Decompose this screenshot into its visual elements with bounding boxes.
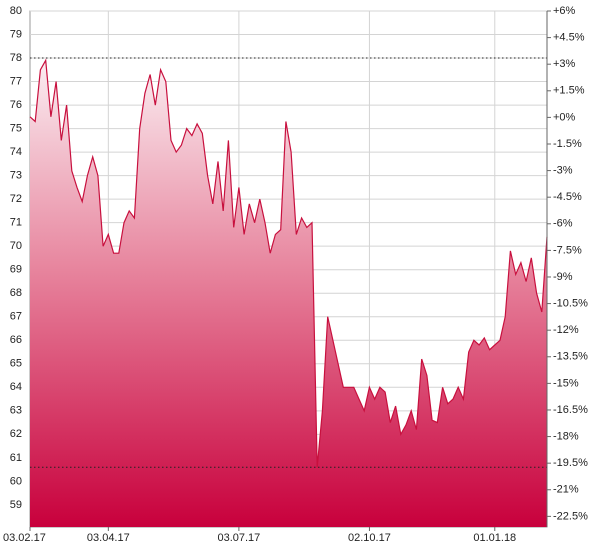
- y-tick-label: 72: [10, 193, 22, 205]
- y-tick-label: 66: [10, 334, 22, 346]
- x-tick-label: 02.10.17: [348, 532, 391, 544]
- y-tick-label: 71: [10, 217, 22, 229]
- y2-tick-label: +6%: [553, 5, 576, 17]
- y-tick-label: 70: [10, 240, 22, 252]
- y2-tick-label: -16.5%: [553, 404, 588, 416]
- y-tick-label: 76: [10, 99, 22, 111]
- y2-tick-label: -21%: [553, 484, 579, 496]
- y-tick-label: 61: [10, 452, 22, 464]
- y2-tick-label: -19.5%: [553, 457, 588, 469]
- y2-tick-label: -7.5%: [553, 244, 582, 256]
- x-tick-label: 03.02.17: [3, 532, 46, 544]
- y2-tick-label: -13.5%: [553, 351, 588, 363]
- y2-tick-label: +3%: [553, 58, 576, 70]
- y2-tick-label: -12%: [553, 324, 579, 336]
- y2-tick-label: +1.5%: [553, 85, 585, 97]
- y-tick-label: 78: [10, 52, 22, 64]
- y2-tick-label: -10.5%: [553, 297, 588, 309]
- y-tick-label: 68: [10, 287, 22, 299]
- y2-tick-label: -3%: [553, 164, 573, 176]
- y-tick-label: 65: [10, 358, 22, 370]
- y2-tick-label: -18%: [553, 430, 579, 442]
- y2-tick-label: +4.5%: [553, 32, 585, 44]
- y-tick-label: 69: [10, 264, 22, 276]
- y-tick-label: 63: [10, 405, 22, 417]
- y-tick-label: 77: [10, 75, 22, 87]
- y2-tick-label: -1.5%: [553, 138, 582, 150]
- y2-tick-label: -22.5%: [553, 510, 588, 522]
- y-tick-label: 73: [10, 170, 22, 182]
- y-tick-label: 74: [10, 146, 22, 158]
- y2-tick-label: -4.5%: [553, 191, 582, 203]
- y-tick-label: 60: [10, 475, 22, 487]
- y-tick-label: 59: [10, 499, 22, 511]
- y-tick-label: 75: [10, 122, 22, 134]
- x-tick-label: 03.04.17: [87, 532, 130, 544]
- line: [29, 58, 548, 468]
- y2-tick-label: +0%: [553, 111, 576, 123]
- x-tick-label: 01.01.18: [473, 532, 516, 544]
- y-tick-label: 67: [10, 311, 22, 323]
- y2-tick-label: -9%: [553, 271, 573, 283]
- area: [30, 60, 547, 528]
- y2-tick-label: -6%: [553, 218, 573, 230]
- y2-tick-label: -15%: [553, 377, 579, 389]
- y-tick-label: 64: [10, 381, 22, 393]
- y-tick-label: 62: [10, 428, 22, 440]
- y-tick-label: 79: [10, 28, 22, 40]
- y-tick-label: 80: [10, 5, 22, 17]
- x-tick-label: 03.07.17: [217, 532, 260, 544]
